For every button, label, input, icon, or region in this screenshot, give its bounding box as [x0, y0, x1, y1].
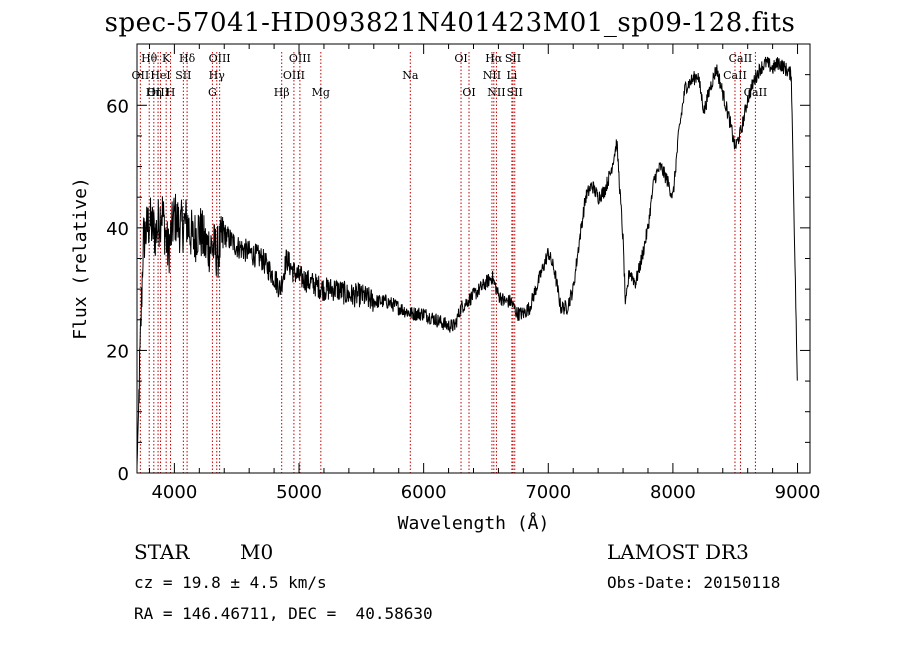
y-tick-label: 40: [106, 219, 129, 240]
line-label: NII: [483, 69, 501, 82]
y-axis-label: Flux (relative): [70, 177, 91, 340]
line-label: K: [162, 52, 171, 65]
line-label: OIII: [147, 86, 169, 99]
line-label: SII: [507, 86, 523, 99]
y-tick-label: 20: [106, 341, 129, 362]
line-label: H: [166, 86, 176, 99]
cz-value: cz = 19.8 ± 4.5 km/s: [134, 573, 327, 592]
line-label: Li: [506, 69, 517, 82]
line-label: CaII: [723, 69, 747, 82]
x-tick-label: 8000: [650, 482, 696, 503]
spectrum-line: [136, 56, 798, 467]
obs-date: Obs-Date: 20150118: [607, 573, 781, 592]
line-label: HeI: [150, 69, 170, 82]
chart-title: spec-57041-HD093821N401423M01_sp09-128.f…: [104, 8, 796, 38]
line-label: Hδ: [179, 52, 196, 65]
object-type: STAR: [134, 540, 190, 564]
x-tick-label: 6000: [401, 482, 447, 503]
line-label: Hγ: [209, 69, 226, 82]
x-tick-label: 5000: [276, 482, 322, 503]
spectrum-chart: 4000 5000 6000 7000 8000 9000 0 20 40 60 Wavelengt…: [70, 43, 821, 534]
subclass: M0: [240, 540, 274, 564]
ra-dec: RA = 146.46711, DEC = 40.58630: [134, 604, 433, 623]
line-label: OII: [132, 69, 150, 82]
line-label: OIII: [289, 52, 311, 65]
line-label: OIII: [283, 69, 305, 82]
line-label: Hα: [485, 52, 503, 65]
plot-frame: [136, 43, 811, 474]
y-tick-label: 60: [106, 96, 129, 117]
x-tick-label: 9000: [775, 482, 821, 503]
survey-name: LAMOST DR3: [607, 540, 749, 564]
line-labels: Hθ OII OIII K H HeI Hη SII Hδ OIII Hγ G Hβ OIII OIII Mg…: [132, 52, 768, 99]
line-label: OI: [454, 52, 467, 65]
y-tick-label: 0: [118, 464, 129, 485]
line-label: SII: [505, 52, 521, 65]
line-label: OIII: [209, 52, 231, 65]
x-tick-label: 4000: [151, 482, 197, 503]
line-label: Hθ: [141, 52, 158, 65]
axes: 4000 5000 6000 7000 8000 9000 0 20 40 60 Wavelengt…: [70, 43, 821, 534]
x-tick-label: 7000: [525, 482, 571, 503]
line-label: Hη: [146, 86, 162, 99]
line-label: Na: [402, 69, 419, 82]
line-label: CaII: [744, 86, 768, 99]
line-label: Hβ: [274, 86, 290, 99]
line-label: CaII: [729, 52, 753, 65]
line-label: NII: [487, 86, 505, 99]
line-markers: [139, 52, 756, 473]
spectrum-series: [136, 56, 798, 467]
x-axis-label: Wavelength (Å): [398, 512, 550, 534]
line-label: SII: [175, 69, 191, 82]
line-label: OI: [462, 86, 475, 99]
line-label: Mg: [312, 86, 330, 99]
line-label: G: [208, 86, 217, 99]
